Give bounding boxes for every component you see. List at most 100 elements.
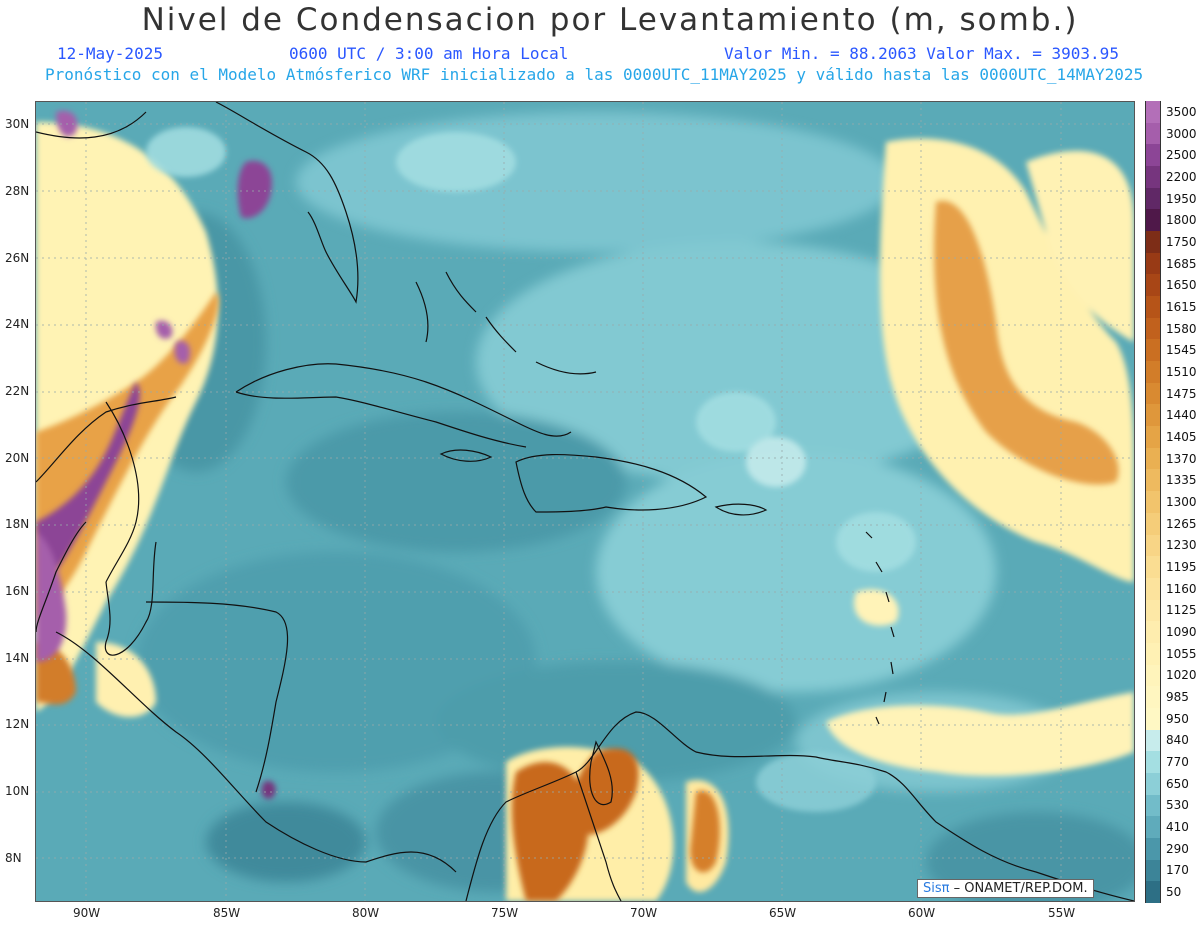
model-info: Pronóstico con el Modelo Atmósferico WRF… <box>45 65 1144 84</box>
legend-swatch <box>1145 816 1161 839</box>
lat-label: 14N <box>5 651 30 665</box>
legend-swatch <box>1145 122 1161 145</box>
legend-label: 1230 <box>1166 538 1197 553</box>
lat-label: 24N <box>5 317 30 331</box>
legend-label: 650 <box>1166 776 1189 791</box>
legend-label: 1300 <box>1166 495 1197 509</box>
lcl-map <box>35 101 1135 902</box>
legend-swatch <box>1145 881 1161 904</box>
legend-swatch <box>1145 729 1161 752</box>
forecast-date: 12-May-2025 <box>57 44 163 63</box>
lon-label: 55W <box>1048 906 1076 920</box>
lon-label: 65W <box>769 906 797 920</box>
legend-label: 1615 <box>1166 299 1197 314</box>
lat-label: 20N <box>5 451 30 465</box>
legend-swatch <box>1145 361 1161 384</box>
purple-regions <box>36 110 276 799</box>
legend-label: 1475 <box>1166 386 1197 401</box>
legend-label: 1545 <box>1166 343 1197 358</box>
legend-label: 1090 <box>1166 625 1197 640</box>
lon-label: 75W <box>491 906 519 920</box>
legend-swatch <box>1145 772 1161 795</box>
legend-swatch <box>1145 317 1161 340</box>
legend-swatch <box>1145 751 1161 774</box>
gridlines <box>36 102 1134 901</box>
map-title: Nivel de Condensacion por Levantamiento … <box>141 2 1079 38</box>
coastlines <box>36 102 1134 901</box>
legend-swatch <box>1145 686 1161 709</box>
legend-label: 50 <box>1166 885 1182 900</box>
legend-label: 1580 <box>1166 321 1197 336</box>
legend-label: 290 <box>1166 841 1189 856</box>
lat-label: 30N <box>5 117 30 131</box>
legend-label: 2200 <box>1166 169 1197 184</box>
legend-swatch <box>1145 404 1161 427</box>
legend-label: 1335 <box>1166 473 1197 488</box>
legend-swatch <box>1145 599 1161 622</box>
credit-box: Sisπ – ONAMET/REP.DOM. <box>917 879 1094 898</box>
legend-label: 1510 <box>1166 364 1197 379</box>
lon-label: 70W <box>630 906 658 920</box>
credit-text: – ONAMET/REP.DOM. <box>953 881 1088 896</box>
legend-label: 1370 <box>1166 451 1197 466</box>
legend-label: 1055 <box>1166 646 1197 661</box>
legend-swatch <box>1145 556 1161 579</box>
legend-swatch <box>1145 296 1161 319</box>
legend-label: 840 <box>1166 733 1189 748</box>
legend-swatch <box>1145 144 1161 167</box>
legend-swatch <box>1145 534 1161 557</box>
lat-label: 16N <box>5 584 30 598</box>
legend-swatch <box>1145 231 1161 254</box>
lon-label: 80W <box>352 906 380 920</box>
legend-swatch <box>1145 664 1161 687</box>
legend-label: 1685 <box>1166 256 1197 271</box>
legend-label: 950 <box>1166 711 1189 726</box>
legend-label: 2500 <box>1166 148 1197 163</box>
legend-swatch <box>1145 252 1161 275</box>
legend-label: 1195 <box>1166 560 1197 575</box>
legend-label: 1405 <box>1166 429 1197 444</box>
legend-swatch <box>1145 491 1161 514</box>
lat-label: 22N <box>5 384 30 398</box>
legend-swatch <box>1145 187 1161 210</box>
lon-label: 60W <box>908 906 936 920</box>
legend-swatch <box>1145 707 1161 730</box>
legend-label: 1800 <box>1166 213 1197 228</box>
legend-swatch <box>1145 209 1161 232</box>
legend-label: 1265 <box>1166 516 1197 531</box>
legend-swatch <box>1145 447 1161 470</box>
legend-label: 1950 <box>1166 191 1197 206</box>
legend-label: 985 <box>1166 690 1189 705</box>
legend-swatch <box>1145 859 1161 882</box>
lat-label: 12N <box>5 717 30 731</box>
legend-swatch <box>1145 794 1161 817</box>
legend-label: 1750 <box>1166 234 1197 249</box>
lat-label: 18N <box>5 517 30 531</box>
legend-label: 1125 <box>1166 603 1197 618</box>
lon-label: 90W <box>73 906 101 920</box>
legend-swatch <box>1145 426 1161 449</box>
legend-label: 1440 <box>1166 408 1197 423</box>
legend-label: 530 <box>1166 798 1189 813</box>
legend-swatch <box>1145 382 1161 405</box>
legend-label: 1160 <box>1166 581 1197 596</box>
legend-label: 1650 <box>1166 278 1197 293</box>
lat-label: 28N <box>5 184 30 198</box>
legend-swatch <box>1145 339 1161 362</box>
forecast-time: 0600 UTC / 3:00 am Hora Local <box>289 44 569 63</box>
lat-label: 10N <box>5 784 30 798</box>
min-max-values: Valor Min. = 88.2063 Valor Max. = 3903.9… <box>724 44 1119 63</box>
lat-label: 26N <box>5 251 30 265</box>
legend-label: 1020 <box>1166 668 1197 683</box>
legend-swatch <box>1145 837 1161 860</box>
map-canvas <box>36 102 1134 901</box>
legend-swatch <box>1145 512 1161 535</box>
legend-label: 3500 <box>1166 104 1197 119</box>
legend-swatch <box>1145 469 1161 492</box>
legend-label: 410 <box>1166 820 1189 835</box>
lat-label: 8N <box>5 851 22 865</box>
legend-swatch <box>1145 642 1161 665</box>
legend-swatch <box>1145 101 1161 123</box>
legend-swatch <box>1145 577 1161 600</box>
legend-swatch <box>1145 166 1161 189</box>
